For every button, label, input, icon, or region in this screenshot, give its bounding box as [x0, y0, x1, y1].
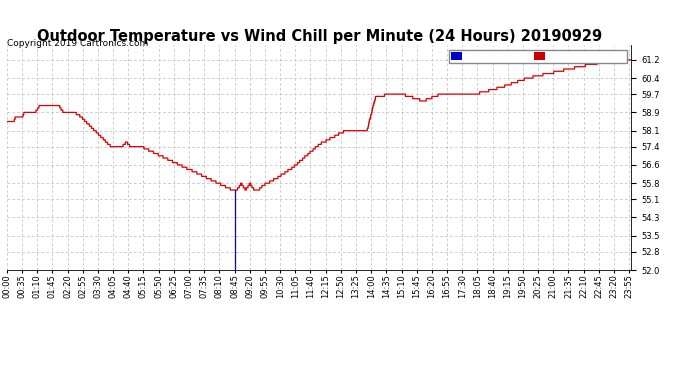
Title: Outdoor Temperature vs Wind Chill per Minute (24 Hours) 20190929: Outdoor Temperature vs Wind Chill per Mi… — [37, 29, 602, 44]
Text: Copyright 2019 Cartronics.com: Copyright 2019 Cartronics.com — [7, 39, 148, 48]
Legend: Wind Chill (°F), Temperature (°F): Wind Chill (°F), Temperature (°F) — [449, 50, 627, 63]
